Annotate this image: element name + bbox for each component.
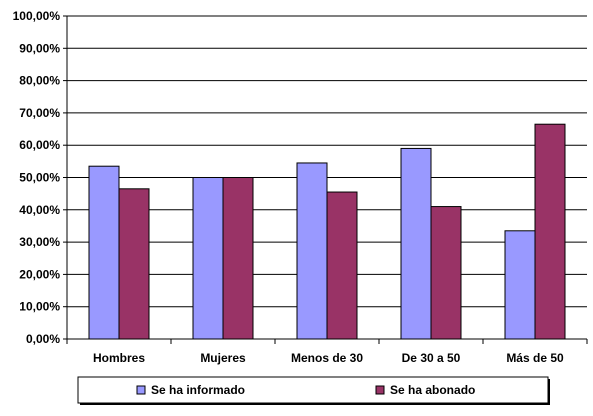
x-tick-label: Menos de 30 [291, 351, 363, 365]
y-tick-label: 100,00% [13, 9, 61, 23]
y-tick-label: 90,00% [19, 41, 60, 55]
x-tick-label: Mujeres [200, 351, 246, 365]
bar-informado [400, 147, 432, 340]
bars [88, 123, 566, 340]
bar-abonado [430, 206, 462, 340]
y-tick-label: 80,00% [19, 74, 60, 88]
y-tick-label: 30,00% [19, 235, 60, 249]
legend-swatch [136, 385, 146, 395]
bar-informado [192, 177, 224, 340]
x-tick-label: De 30 a 50 [402, 351, 461, 365]
legend-swatch [375, 385, 385, 395]
bar-abonado [534, 123, 566, 340]
bar-informado [504, 230, 536, 340]
y-axis-ticks: 0,00% 10,00% 20,00% 30,00% 40,00% 50,00% 60,00… [13, 9, 67, 346]
y-tick-label: 60,00% [19, 138, 60, 152]
bar-abonado [118, 188, 150, 340]
y-tick-label: 40,00% [19, 203, 60, 217]
y-tick-label: 50,00% [19, 171, 60, 185]
y-tick-label: 20,00% [19, 267, 60, 281]
x-axis-labels: Hombres Mujeres Menos de 30 De 30 a 50 Más d… [93, 351, 564, 365]
y-tick-label: 70,00% [19, 106, 60, 120]
legend: Se ha informado Se ha abonado [77, 376, 550, 405]
legend-box [77, 376, 549, 404]
bar-informado [296, 162, 328, 340]
axes [66, 16, 588, 344]
bar-abonado [326, 191, 358, 340]
x-tick-label: Más de 50 [506, 351, 564, 365]
bar-informado [88, 165, 120, 340]
bar-abonado [222, 177, 254, 340]
y-tick-label: 10,00% [19, 300, 60, 314]
y-tick-label: 0,00% [26, 332, 60, 346]
legend-label: Se ha informado [151, 383, 245, 397]
legend-label: Se ha abonado [390, 383, 475, 397]
x-tick-label: Hombres [93, 351, 145, 365]
